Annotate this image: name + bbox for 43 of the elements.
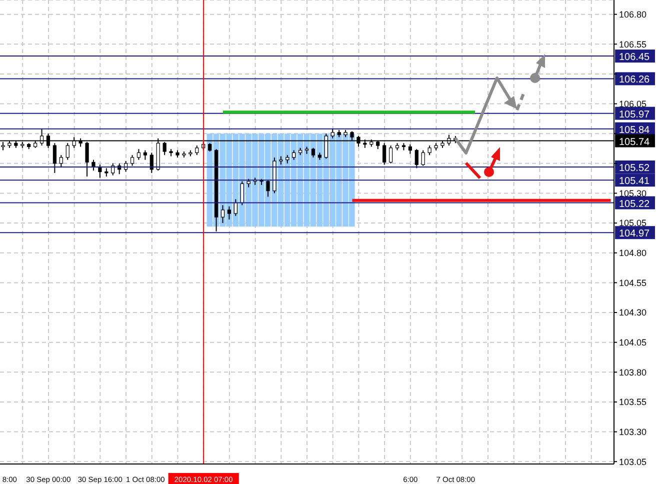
y-tick-label: 103.05 [619, 456, 647, 467]
y-tick-label: 104.55 [619, 278, 647, 288]
ref-line-label: 105.84 [619, 124, 650, 136]
candlestick [92, 159, 96, 172]
candlestick [143, 150, 147, 160]
ref-line-label: 105.74 [619, 136, 650, 148]
candlestick [234, 198, 238, 216]
y-tick-label: 104.30 [619, 308, 647, 318]
candlestick [130, 154, 134, 166]
ref-line-label: 105.52 [619, 162, 650, 174]
candlestick [150, 152, 154, 174]
candlestick [136, 148, 141, 160]
candlestick [220, 204, 225, 224]
candlestick [311, 147, 316, 158]
y-tick-label: 103.80 [619, 367, 647, 378]
candlestick [388, 145, 393, 164]
y-tick-label: 106.55 [619, 39, 647, 50]
ref-line-label: 105.22 [619, 198, 650, 210]
candlestick [428, 145, 432, 156]
candlestick [408, 144, 412, 154]
candlestick [292, 150, 296, 160]
ref-line-label: 105.41 [619, 176, 650, 188]
y-tick-label: 104.05 [619, 338, 647, 348]
y-tick-label: 105.30 [619, 188, 647, 198]
y-tick-label: 106.05 [619, 98, 647, 109]
candlestick [240, 180, 244, 206]
candlestick [195, 145, 199, 156]
candlestick [330, 128, 334, 139]
y-tick-label: 106.80 [619, 10, 647, 20]
y-tick-label: 103.55 [619, 397, 647, 408]
ref-line-label: 105.97 [619, 109, 650, 120]
ref-line-label: 104.97 [619, 228, 650, 240]
y-tick-label: 103.30 [619, 426, 647, 437]
candlestick [227, 206, 232, 220]
candlestick [59, 154, 63, 168]
candlestick [266, 180, 270, 198]
candlestick [421, 150, 425, 166]
ref-line-label: 106.45 [619, 52, 650, 64]
y-tick-label: 104.80 [619, 248, 647, 258]
ref-line-label: 106.26 [619, 74, 650, 86]
y-tick-label: 105.05 [619, 218, 647, 228]
candlestick [98, 164, 102, 178]
candlestick [414, 148, 418, 169]
